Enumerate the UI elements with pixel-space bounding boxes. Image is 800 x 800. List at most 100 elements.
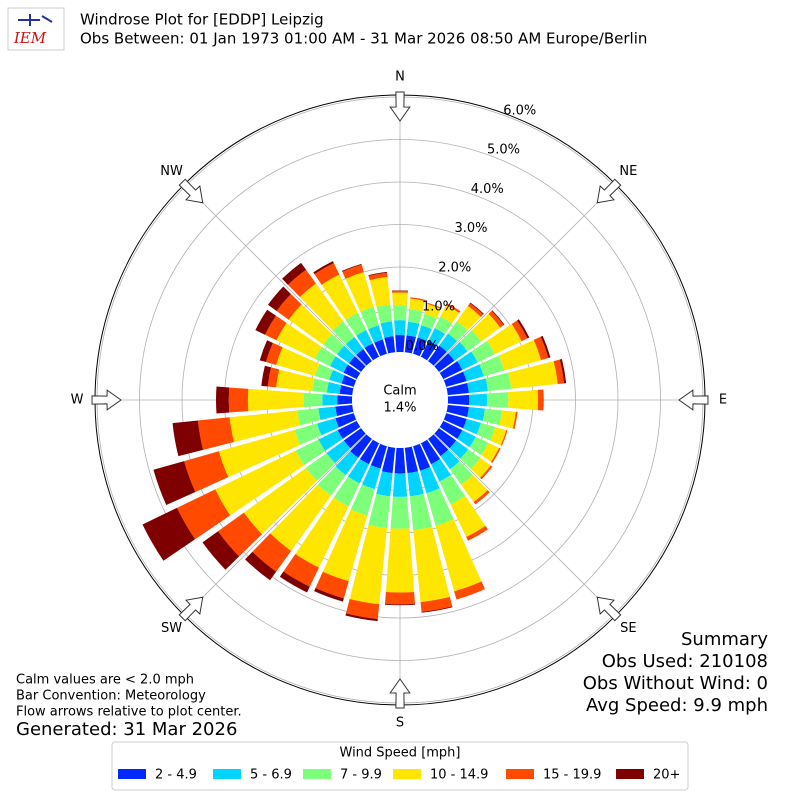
spoke [399,184,616,401]
compass-label: E [719,393,727,408]
bar-segment [428,345,447,366]
bar-segment [500,430,508,446]
bar-segment [393,305,407,321]
bar-segment [345,613,378,622]
bar-segment [392,473,408,497]
bars [142,261,567,622]
bar-segment [349,356,366,372]
bar-segment [480,465,493,480]
bar-segment [467,378,488,394]
bar-segment [427,302,442,309]
spoke [184,399,401,616]
bar-segment [517,319,530,339]
bar-segment [446,404,469,417]
bar-segment [247,388,304,412]
chart-title: Windrose Plot for [EDDP] Leipzig [80,11,324,29]
bar-segment [390,496,410,529]
compass-label: NE [619,164,637,179]
bar-segment [341,263,362,272]
bar-segment [488,310,504,328]
bar-segment [245,551,277,581]
bar-segment [392,290,408,293]
bar-segment [184,451,229,492]
bar-segment [261,365,272,387]
bar-segment [413,443,431,471]
bar-segment [448,341,468,361]
legend-swatch [616,769,644,779]
bar-segment [336,345,355,364]
bar-segment [314,363,333,380]
bar-segment [360,306,379,330]
bar-segment [457,430,476,448]
r-tick-label: 5.0% [487,143,520,158]
bar-segment [364,343,380,361]
bar-segment [279,571,310,593]
bar-segment [482,408,502,426]
compass-label: SE [620,621,636,636]
bar-segment [434,428,457,449]
bar-segment [439,361,463,380]
bar-segment [322,394,338,406]
bar-segment [439,474,466,505]
bar-segment [295,439,326,466]
summary-line: Obs Without Wind: 0 [583,673,768,694]
bar-segment [326,440,351,464]
bar-segment [267,286,291,312]
bar-segment [356,349,372,366]
bar-segment [447,394,470,406]
bar-segment [228,387,249,413]
bar-segment [440,305,460,324]
bar-segment [264,315,287,341]
logo-icon [18,14,53,26]
bar-segment [345,312,367,336]
note: Flow arrows relative to plot center. [16,705,242,720]
legend-box [111,741,689,791]
flow-arrow [389,678,411,709]
bar-segment [559,359,567,384]
legend-swatch [213,769,241,779]
bar-segment [417,325,432,341]
bar-segment [508,389,539,411]
r-tick-label: 0.0% [406,339,439,354]
bar-segment [553,359,565,384]
bar-segment [471,313,501,342]
bar-segment [197,417,234,450]
bar-segment [329,369,345,384]
bar-segment [420,340,438,361]
bar-segment [335,413,357,428]
bar-segment [394,320,406,336]
grid-ring [181,181,619,619]
bar-segment [491,310,505,326]
bar-segment [374,339,387,357]
bar-segment [381,446,396,474]
bar-segment [294,423,322,445]
bar-segment [406,321,420,337]
bar-segment [368,325,383,343]
r-tick-label: 6.0% [503,103,536,118]
flow-arrow [596,178,622,204]
bar-segment [341,375,357,387]
bar-segment [407,309,423,324]
bar-segment [362,465,381,490]
bar-segment [314,346,336,367]
bar-segment [463,418,481,435]
bar-segment [315,571,349,599]
bar-segment [485,372,512,392]
bar-segment [299,283,344,331]
bar-segment [540,335,551,359]
bar-segment [421,313,437,330]
flow-arrow [389,91,411,122]
calm-circle [352,352,448,448]
bar-segment [368,272,388,281]
bar-segment [428,328,445,346]
bar-segment [303,392,323,408]
bar-segment [243,467,317,535]
bar-segment [420,467,440,494]
legend-label: 7 - 9.9 [340,768,382,783]
bar-segment [368,271,388,277]
r-tick-label: 1.0% [422,300,455,315]
bar-segment [471,340,495,363]
